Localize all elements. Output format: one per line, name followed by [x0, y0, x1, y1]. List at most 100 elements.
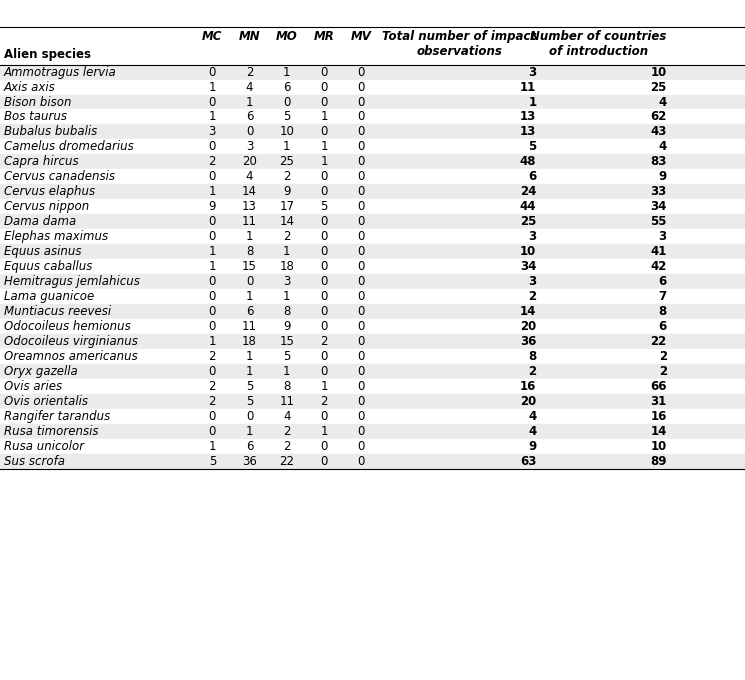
Text: 0: 0: [358, 170, 365, 184]
Text: 16: 16: [650, 409, 667, 423]
Text: 0: 0: [320, 305, 328, 318]
Text: 0: 0: [358, 245, 365, 258]
Text: 0: 0: [246, 409, 253, 423]
Text: 0: 0: [320, 454, 328, 468]
Text: MN: MN: [238, 30, 261, 43]
Text: 0: 0: [320, 125, 328, 139]
Text: 0: 0: [209, 215, 216, 228]
Text: 36: 36: [242, 454, 257, 468]
Text: 6: 6: [528, 170, 536, 184]
Text: 2: 2: [209, 155, 216, 169]
Text: 3: 3: [246, 140, 253, 154]
Text: 17: 17: [279, 200, 294, 214]
Text: 43: 43: [650, 125, 667, 139]
Text: 10: 10: [650, 65, 667, 79]
Text: 0: 0: [320, 260, 328, 273]
Text: Sus scrofa: Sus scrofa: [4, 454, 65, 468]
Text: 1: 1: [283, 65, 291, 79]
Text: 20: 20: [242, 155, 257, 169]
Text: 0: 0: [283, 95, 291, 109]
Text: 0: 0: [358, 409, 365, 423]
Text: 1: 1: [209, 110, 216, 124]
Text: 63: 63: [520, 454, 536, 468]
Bar: [0, 424, 745, 439]
Text: 0: 0: [358, 200, 365, 214]
Text: 25: 25: [279, 155, 294, 169]
Text: 8: 8: [283, 305, 291, 318]
Text: 0: 0: [358, 275, 365, 288]
Text: 5: 5: [246, 379, 253, 393]
Text: Cervus elaphus: Cervus elaphus: [4, 185, 95, 199]
Text: 11: 11: [242, 215, 257, 228]
Text: 1: 1: [209, 335, 216, 348]
Text: 14: 14: [242, 185, 257, 199]
Text: Cervus nippon: Cervus nippon: [4, 200, 89, 214]
Text: 0: 0: [358, 110, 365, 124]
Text: Ammotragus lervia: Ammotragus lervia: [4, 65, 116, 79]
Text: Alien species: Alien species: [4, 48, 91, 61]
Text: Dama dama: Dama dama: [4, 215, 76, 228]
Text: 1: 1: [283, 245, 291, 258]
Text: 9: 9: [528, 439, 536, 453]
Text: 9: 9: [209, 200, 216, 214]
Text: MV: MV: [351, 30, 372, 43]
Text: 6: 6: [246, 305, 253, 318]
Text: 48: 48: [520, 155, 536, 169]
Bar: [0, 124, 745, 139]
Text: 1: 1: [246, 95, 253, 109]
Text: 7: 7: [659, 290, 667, 303]
Text: Bison bison: Bison bison: [4, 95, 72, 109]
Text: Hemitragus jemlahicus: Hemitragus jemlahicus: [4, 275, 139, 288]
Text: 10: 10: [520, 245, 536, 258]
Bar: [0, 319, 745, 334]
Text: 4: 4: [246, 170, 253, 184]
Text: 3: 3: [283, 275, 291, 288]
Text: 3: 3: [528, 275, 536, 288]
Text: 0: 0: [358, 95, 365, 109]
Text: Elephas maximus: Elephas maximus: [4, 230, 108, 243]
Text: 5: 5: [209, 454, 216, 468]
Bar: [0, 184, 745, 199]
Text: 4: 4: [659, 140, 667, 154]
Text: 1: 1: [528, 95, 536, 109]
Bar: [0, 454, 745, 469]
Text: 10: 10: [279, 125, 294, 139]
Text: 0: 0: [358, 439, 365, 453]
Text: Capra hircus: Capra hircus: [4, 155, 78, 169]
Bar: [0, 109, 745, 124]
Text: 0: 0: [358, 80, 365, 94]
Text: 8: 8: [659, 305, 667, 318]
Text: Cervus canadensis: Cervus canadensis: [4, 170, 115, 184]
Text: 22: 22: [279, 454, 294, 468]
Text: 18: 18: [279, 260, 294, 273]
Text: 0: 0: [358, 350, 365, 363]
Text: 0: 0: [358, 424, 365, 438]
Text: 0: 0: [358, 305, 365, 318]
Text: 11: 11: [520, 80, 536, 94]
Text: 4: 4: [246, 80, 253, 94]
Text: 9: 9: [659, 170, 667, 184]
Bar: [0, 95, 745, 109]
Text: Rusa unicolor: Rusa unicolor: [4, 439, 84, 453]
Text: 3: 3: [209, 125, 216, 139]
Text: MO: MO: [276, 30, 298, 43]
Bar: [0, 259, 745, 274]
Text: 0: 0: [320, 350, 328, 363]
Text: 4: 4: [283, 409, 291, 423]
Text: 44: 44: [520, 200, 536, 214]
Text: 0: 0: [358, 185, 365, 199]
Text: 0: 0: [358, 215, 365, 228]
Text: 0: 0: [209, 65, 216, 79]
Text: 8: 8: [246, 245, 253, 258]
Text: 2: 2: [659, 364, 667, 378]
Text: 1: 1: [246, 290, 253, 303]
Bar: [0, 80, 745, 95]
Text: 15: 15: [279, 335, 294, 348]
Text: 36: 36: [520, 335, 536, 348]
Text: 0: 0: [209, 364, 216, 378]
Text: 0: 0: [209, 409, 216, 423]
Text: 14: 14: [279, 215, 294, 228]
Text: 24: 24: [520, 185, 536, 199]
Text: Odocoileus virginianus: Odocoileus virginianus: [4, 335, 138, 348]
Text: Equus asinus: Equus asinus: [4, 245, 81, 258]
